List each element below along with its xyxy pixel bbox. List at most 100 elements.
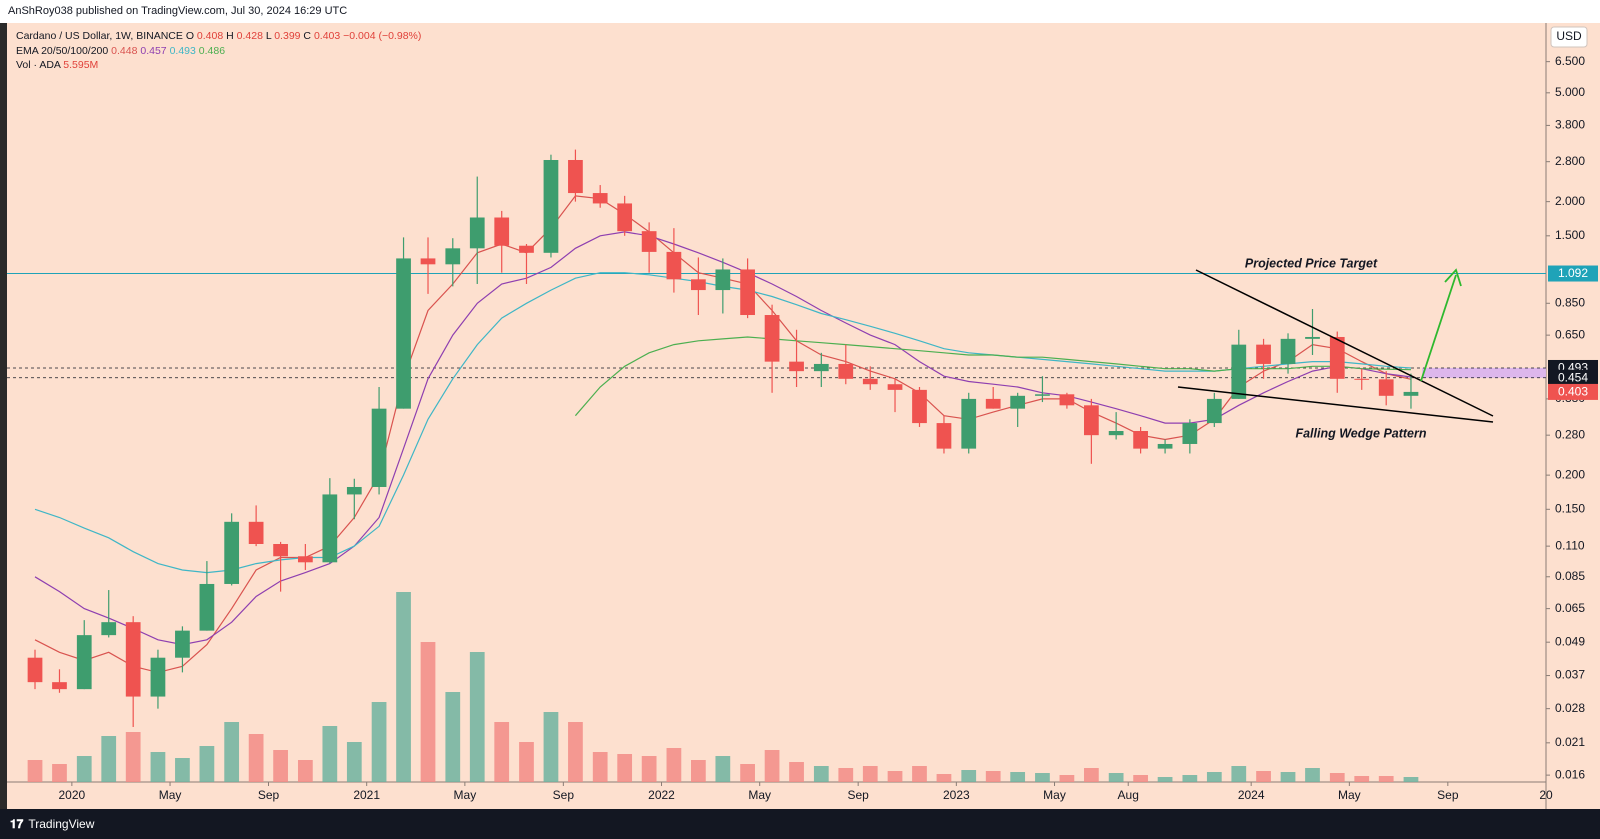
x-tick-label: 20 [1539,788,1553,802]
y-tick-label: 0.650 [1555,327,1585,341]
x-tick-label: May [454,788,477,802]
annotation: Projected Price Target [1245,256,1378,270]
volume-bar [1329,773,1345,782]
volume-bar [568,722,583,782]
volume-bar [887,771,903,782]
chart: USD Projected Price Target Falling Wedge… [0,23,1600,809]
candle-body [1378,379,1394,396]
price-label-box [1548,265,1598,282]
candle-body [175,630,190,658]
x-tick-label: May [1338,788,1361,802]
candle-body [961,398,977,449]
candle-body [1084,405,1099,436]
candle-body [887,384,903,390]
x-tick-label: May [159,788,182,802]
candle-body [1256,344,1271,364]
volume-bar [125,732,141,782]
candle-body [224,521,240,584]
candle-body [1354,378,1370,380]
y-tick-label: 1.500 [1555,228,1585,242]
volume-bar [838,768,854,782]
candle-body [322,494,338,563]
volume-bar [592,752,608,782]
candle-body [371,408,387,487]
candle-body [715,269,731,291]
volume-bar [666,748,682,782]
volume-bar [76,756,92,782]
wedge-upper-line [1195,269,1494,417]
candle-body [1329,336,1345,379]
candle-body [1182,423,1198,444]
volume-bar [150,752,166,782]
axis-layer: 6.500 5.000 3.800 2.800 2.000 1.500 0.850 0.650… [59,54,1598,802]
y-tick-label: 0.150 [1555,501,1585,515]
candle-body [617,203,633,232]
volume-bar [420,642,436,782]
volume-bar [1157,777,1173,782]
currency-box [1550,26,1588,48]
candle-body [838,363,854,379]
volume-bar [1206,772,1222,782]
ema-values: 0.448 0.457 0.493 0.486 [111,45,225,57]
logo: 𝟏𝟕 [10,817,24,831]
volume-bar [715,756,731,782]
candle-body [101,622,117,636]
price-label: 1.092 [1558,266,1588,280]
candle-body [912,389,927,424]
candle-body [125,622,141,697]
candle-body [1231,344,1247,399]
publisher: AnShRoy038 published on TradingView.com,… [8,5,348,17]
y-tick-label: 0.280 [1555,427,1585,441]
x-tick-label: 2024 [1238,788,1265,802]
x-tick-label: May [748,788,771,802]
target-arrow-head [1444,268,1462,287]
candle-body [1157,443,1173,449]
candle-body [420,258,436,265]
y-tick-label: 0.049 [1555,634,1585,648]
candle-body [519,245,534,253]
wedge-lower-line [1177,386,1494,423]
ema-line [574,336,1412,417]
volume-bar [1378,776,1394,782]
ema-label: EMA 20/50/100/200 [16,44,109,57]
volume-bar [175,758,190,782]
volume-bar [101,736,117,782]
ohlc-value: 0.408 [196,30,224,42]
volume-bar [346,742,362,782]
candle-body [1010,395,1026,409]
candle-body [764,315,780,362]
x-tick-label: Sep [847,788,869,802]
volume-bar [1010,772,1026,782]
legend-row: Cardano / US Dollar, 1W, BINANCE O 0.408… [16,29,421,44]
candle-body [543,159,559,253]
ohlc-value: 0.403 [313,30,341,42]
y-tick-label: 0.065 [1555,601,1585,615]
y-tick-label: 5.000 [1555,85,1585,99]
ohlc: O 0.408 H 0.428 L 0.399 C 0.403 [186,30,343,42]
price-label-box [1548,383,1598,400]
volume-bar [789,762,804,782]
candle-body [396,258,411,409]
ema-value: 0.457 [140,44,167,57]
candle-body [740,269,755,316]
vol-value: 5.595M [63,59,99,71]
price-lines-layer [7,273,1546,379]
volume-bar [1231,766,1247,782]
candle-body [199,583,215,631]
target-arrow [1420,274,1457,382]
y-tick-label: 0.085 [1555,569,1585,583]
y-tick-label: 3.800 [1555,118,1585,132]
volume-bar [1182,775,1198,782]
candle-body [1108,431,1124,436]
candle-body [813,363,829,372]
volume-bar [322,726,338,782]
volume-bar [1108,773,1124,782]
volume-bar [469,652,485,782]
volume-bar [740,764,755,782]
candle-body [1305,336,1320,339]
candle-body [248,521,264,545]
volume-bar [641,756,657,782]
ohlc-value: 0.399 [274,30,301,42]
volume-bar [396,592,411,782]
volume-bar [248,734,264,782]
